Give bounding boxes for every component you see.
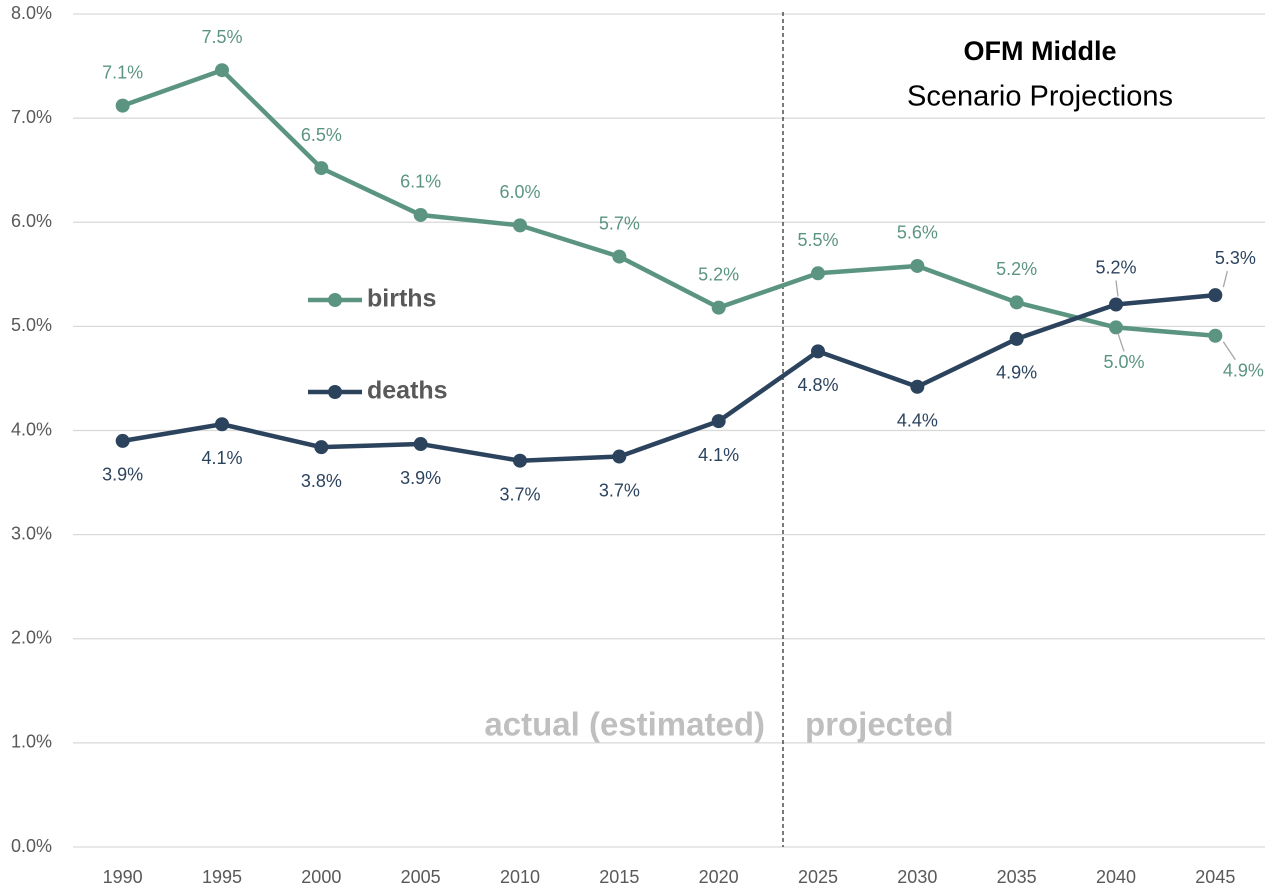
point	[1109, 320, 1123, 335]
x-tick-label: 2020	[699, 867, 739, 887]
point	[1009, 331, 1024, 346]
point	[215, 63, 229, 78]
y-tick-label: 0.0%	[11, 836, 52, 856]
point	[612, 249, 627, 264]
data-label: 3.7%	[499, 484, 540, 504]
y-tick-label: 7.0%	[11, 107, 52, 127]
y-tick-label: 4.0%	[11, 419, 52, 439]
data-label: 3.9%	[400, 468, 441, 488]
x-tick-label: 2045	[1195, 867, 1235, 887]
point	[612, 449, 627, 464]
period-label: actual (estimated)	[484, 706, 765, 743]
point	[910, 258, 925, 273]
series-line	[121, 67, 1216, 338]
point	[215, 417, 229, 432]
x-tick-label: 2015	[599, 867, 639, 887]
x-tick-label: 2005	[401, 867, 441, 887]
y-tick-label: 1.0%	[11, 732, 52, 752]
data-label: 5.2%	[1095, 257, 1136, 277]
point	[811, 344, 825, 359]
point	[115, 98, 130, 113]
data-label: 5.6%	[897, 223, 938, 243]
x-tick-label: 2040	[1096, 867, 1136, 887]
x-tick-label: 2025	[798, 867, 838, 887]
data-label: 3.7%	[599, 480, 640, 500]
data-label: 5.0%	[1103, 352, 1144, 372]
point	[115, 433, 130, 448]
data-label: 4.9%	[996, 363, 1037, 383]
data-label: 6.5%	[301, 125, 342, 145]
point	[811, 266, 825, 281]
data-label: 6.0%	[499, 182, 540, 202]
point	[1208, 288, 1223, 303]
data-label: 3.8%	[301, 471, 342, 491]
legend-label: deaths	[367, 377, 448, 405]
legend-marker	[328, 385, 342, 399]
y-tick-label: 5.0%	[11, 315, 52, 335]
y-tick-label: 2.0%	[11, 628, 52, 648]
legend-label: births	[367, 285, 436, 313]
data-label: 5.5%	[797, 230, 838, 250]
point	[513, 218, 527, 233]
legend-marker	[328, 293, 342, 307]
data-label: 5.2%	[996, 259, 1037, 279]
x-tick-label: 2010	[500, 867, 540, 887]
y-tick-label: 8.0%	[11, 3, 52, 23]
leader-line	[1115, 280, 1119, 297]
leader-line	[1222, 341, 1236, 361]
data-label: 4.1%	[201, 448, 242, 468]
subtitle: Scenario Projections	[907, 81, 1173, 113]
data-label: 5.2%	[698, 264, 739, 284]
series-line	[122, 292, 1216, 463]
y-tick-label: 3.0%	[11, 523, 52, 543]
point	[711, 414, 726, 429]
point	[1109, 297, 1123, 312]
data-label: 4.9%	[1223, 360, 1264, 380]
x-tick-label: 1990	[103, 867, 143, 887]
point	[314, 440, 329, 455]
point	[513, 453, 527, 468]
data-label: 4.8%	[797, 375, 838, 395]
x-tick-label: 2035	[997, 867, 1037, 887]
point	[1208, 328, 1223, 343]
x-tick-label: 2000	[301, 867, 341, 887]
y-tick-label: 6.0%	[11, 211, 52, 231]
leader-line	[1117, 333, 1125, 352]
period-label: projected	[805, 706, 954, 743]
data-label: 3.9%	[102, 465, 143, 485]
point	[711, 300, 726, 315]
point	[1009, 295, 1024, 310]
leader-line	[1222, 270, 1228, 288]
data-label: 4.1%	[698, 445, 739, 465]
data-label: 7.5%	[201, 27, 242, 47]
data-label: 7.1%	[102, 62, 143, 82]
data-label: 6.1%	[400, 172, 441, 192]
point	[413, 437, 428, 452]
data-label: 5.3%	[1215, 248, 1256, 268]
x-tick-label: 1995	[202, 867, 242, 887]
point	[314, 161, 329, 176]
x-tick-label: 2030	[897, 867, 937, 887]
title: OFM Middle	[964, 36, 1117, 66]
point	[413, 207, 428, 222]
point	[910, 379, 925, 394]
data-label: 5.7%	[599, 213, 640, 233]
data-label: 4.4%	[897, 411, 938, 431]
